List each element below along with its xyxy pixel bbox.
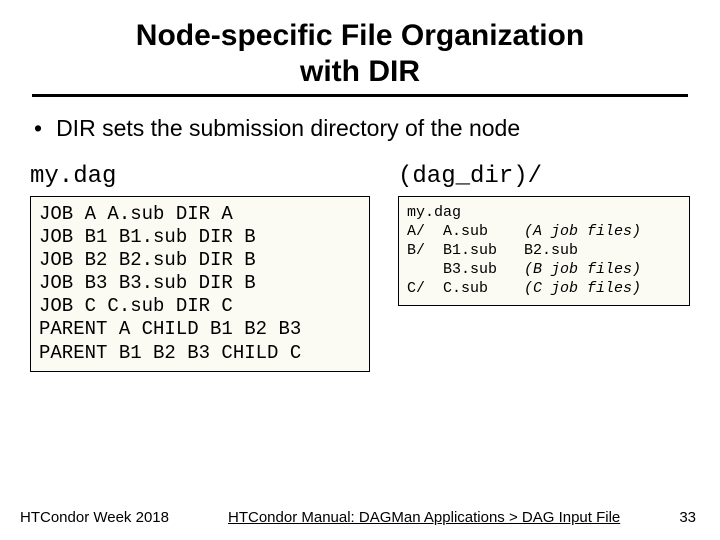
right-label: (dag_dir)/	[398, 163, 690, 190]
title-line-2: with DIR	[300, 55, 420, 88]
footer-center: HTCondor Manual: DAGMan Applications > D…	[169, 509, 679, 526]
slide-footer: HTCondor Week 2018 HTCondor Manual: DAGM…	[0, 509, 720, 526]
left-column: my.dag JOB A A.sub DIR A JOB B1 B1.sub D…	[30, 163, 370, 372]
content-columns: my.dag JOB A A.sub DIR A JOB B1 B1.sub D…	[28, 163, 692, 372]
footer-left: HTCondor Week 2018	[20, 509, 169, 526]
title-line-1: Node-specific File Organization	[136, 19, 584, 52]
slide-title: Node-specific File Organization with DIR	[32, 18, 688, 97]
dir-listing-code: my.dagA/ A.sub (A job files)B/ B1.sub B2…	[398, 196, 690, 306]
right-column: (dag_dir)/ my.dagA/ A.sub (A job files)B…	[398, 163, 690, 372]
bullet-marker: •	[34, 115, 42, 143]
manual-link[interactable]: HTCondor Manual: DAGMan Applications > D…	[228, 509, 620, 526]
bullet-text: DIR sets the submission directory of the…	[56, 115, 520, 143]
bullet-item: • DIR sets the submission directory of t…	[30, 115, 690, 143]
left-label: my.dag	[30, 163, 370, 190]
page-number: 33	[679, 509, 696, 526]
dag-file-code: JOB A A.sub DIR A JOB B1 B1.sub DIR B JO…	[30, 196, 370, 372]
